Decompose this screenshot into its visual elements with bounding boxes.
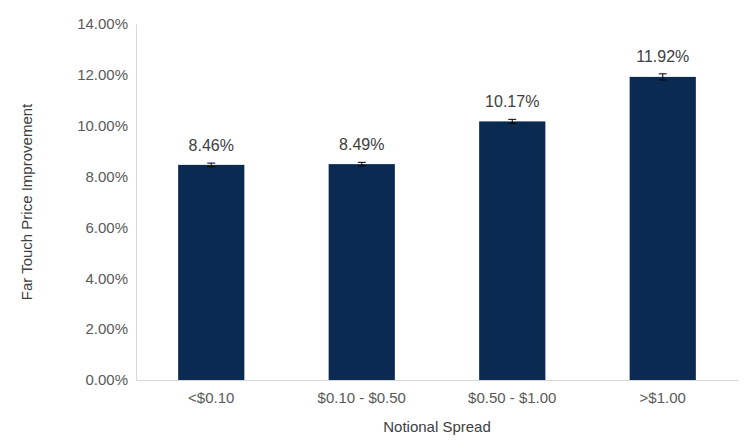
bar [329,164,395,380]
y-tick: 10.00% [77,117,136,134]
plot-area: 0.00% 2.00% 4.00% 6.00% 8.00% 10.00% 12.00% 14.… [77,15,738,405]
error-bar-cap [659,73,667,74]
error-bar-stem [211,163,212,167]
error-bar-cap [358,165,366,166]
bar [479,121,545,380]
error-bar-cap [207,166,215,167]
y-tick-label: 8.00% [85,168,128,185]
y-tick: 14.00% [77,15,136,32]
error-bar [508,119,516,123]
x-tick-label: >$1.00 [640,389,686,406]
y-tick: 2.00% [85,320,136,337]
data-label: 8.46% [189,137,234,154]
x-tick-label: <$0.10 [188,389,234,406]
y-tick: 4.00% [85,270,136,287]
error-bar-stem [361,162,362,166]
y-tick-label: 6.00% [85,219,128,236]
y-tick: 0.00% [85,371,136,388]
x-tick: >$1.00 [640,380,686,406]
y-tick-label: 2.00% [85,320,128,337]
y-tick: 8.00% [85,168,136,185]
error-bar-cap [659,79,667,80]
error-bar-stem [662,74,663,80]
data-label: 10.17% [485,93,539,110]
error-bar-cap [207,163,215,164]
data-label: 11.92% [636,48,689,65]
y-tick-label: 14.00% [77,15,128,32]
x-axis-line [137,380,739,381]
error-bar-cap [508,119,516,120]
error-bar [207,163,215,167]
chart: 0.00% 2.00% 4.00% 6.00% 8.00% 10.00% 12.00% 14.… [0,0,750,444]
x-tick-label: $0.10 - $0.50 [318,389,406,406]
y-tick-label: 0.00% [85,371,128,388]
x-axis: <$0.10 $0.10 - $0.50 $0.50 - $1.00 >$1.00 [137,380,739,406]
error-bar [358,162,366,166]
bar [630,77,696,380]
y-tick-label: 10.00% [77,117,128,134]
y-axis-title: Far Touch Price Improvement [18,103,35,300]
error-bar-cap [358,162,366,163]
error-bar [659,74,667,80]
y-tick: 12.00% [77,66,136,83]
x-tick: $0.10 - $0.50 [318,380,406,406]
y-tick-label: 12.00% [77,66,128,83]
error-bar-stem [512,119,513,123]
y-tick-label: 4.00% [85,270,128,287]
x-tick-label: $0.50 - $1.00 [468,389,556,406]
error-bar-cap [508,123,516,124]
y-axis-line [136,25,137,381]
x-axis-title: Notional Spread [383,418,491,435]
bar [178,165,244,380]
bars [178,74,696,380]
y-tick: 6.00% [85,219,136,236]
x-tick: $0.50 - $1.00 [468,380,556,406]
data-labels: 8.46% 8.49% 10.17% 11.92% [189,48,690,154]
x-tick: <$0.10 [188,380,234,406]
data-label: 8.49% [339,136,384,153]
y-axis: 0.00% 2.00% 4.00% 6.00% 8.00% 10.00% 12.00% 14.… [77,15,136,388]
